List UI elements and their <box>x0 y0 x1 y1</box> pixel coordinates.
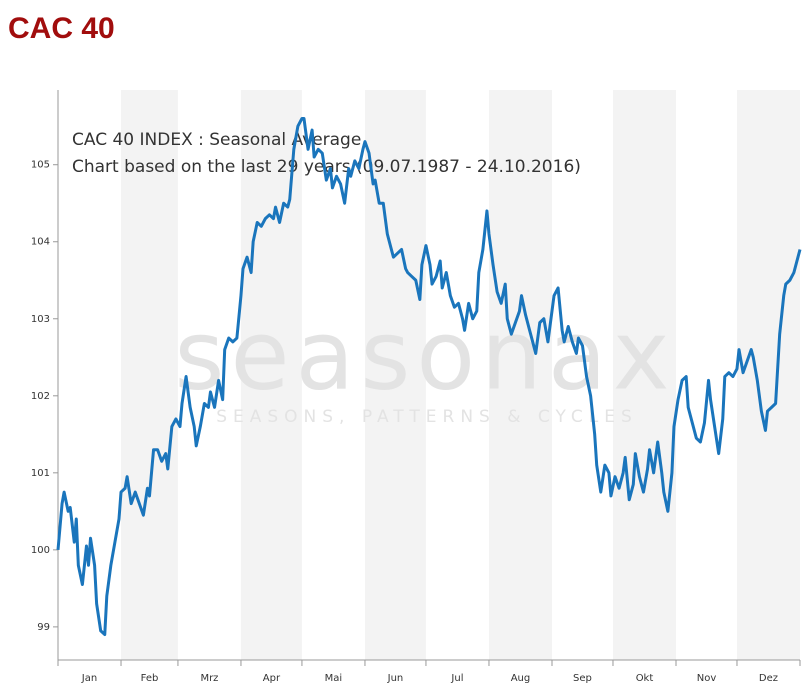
x-tick-label: Aug <box>511 673 531 684</box>
month-band <box>736 90 800 660</box>
month-band <box>488 90 552 660</box>
x-tick-label: Jul <box>450 673 463 684</box>
x-tick-label: Mai <box>325 673 343 684</box>
x-tick-label: Okt <box>636 673 654 684</box>
x-tick-label: Jan <box>81 673 97 684</box>
y-tick-label: 101 <box>31 468 50 479</box>
watermark: seasonax <box>174 299 675 411</box>
y-tick-label: 103 <box>31 314 50 325</box>
chart-subtitle: Chart based on the last 29 years (09.07.… <box>72 157 581 177</box>
x-tick-label: Mrz <box>200 673 218 684</box>
x-tick-label: Nov <box>697 673 717 684</box>
x-tick-label: Feb <box>141 673 159 684</box>
heading: CAC 40 <box>8 12 115 45</box>
month-band <box>612 90 676 660</box>
y-tick-label: 104 <box>31 237 50 248</box>
month-band <box>121 90 178 660</box>
y-tick-label: 105 <box>31 160 50 171</box>
month-bands <box>121 90 800 660</box>
x-tick-label: Sep <box>573 673 592 684</box>
x-tick-label: Apr <box>263 673 281 684</box>
chart-title: CAC 40 INDEX : Seasonal Average <box>72 130 361 150</box>
y-tick-label: 99 <box>37 622 50 633</box>
x-tick-label: Jun <box>387 673 404 684</box>
line-series <box>56 117 802 637</box>
y-tick-label: 100 <box>31 545 50 556</box>
y-tick-label: 102 <box>31 391 50 402</box>
watermark-tagline: SEASONS, PATTERNS & CYCLES <box>216 407 638 427</box>
x-tick-label: Dez <box>759 673 778 684</box>
